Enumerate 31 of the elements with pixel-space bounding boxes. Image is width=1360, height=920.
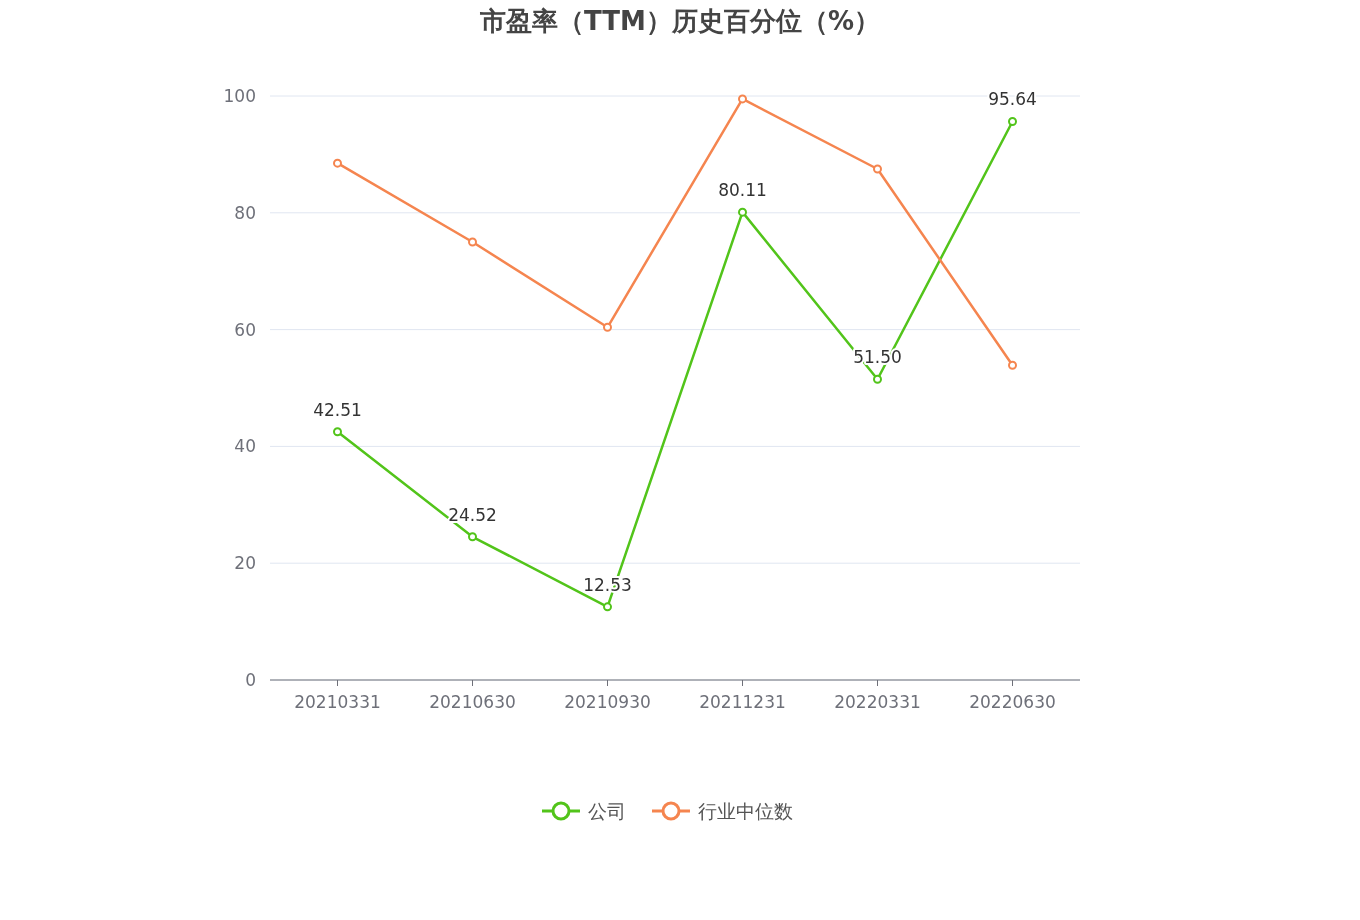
data-label: 95.64 xyxy=(988,89,1037,110)
point xyxy=(1008,116,1017,126)
point xyxy=(468,237,477,247)
legend-label: 行业中位数 xyxy=(698,800,793,822)
y-tick-label: 100 xyxy=(223,86,256,106)
point xyxy=(873,374,882,384)
point xyxy=(1008,360,1017,370)
y-tick-label: 60 xyxy=(234,319,256,340)
data-label: 42.51 xyxy=(313,399,362,420)
legend-label: 公司 xyxy=(588,800,626,822)
y-tick-label: 20 xyxy=(234,553,256,574)
point xyxy=(738,94,747,104)
x-tick-label: 20220331 xyxy=(834,692,921,712)
point xyxy=(333,158,342,168)
y-tick-label: 80 xyxy=(234,202,256,223)
x-tick-label: 20210630 xyxy=(429,692,516,712)
point xyxy=(603,602,612,612)
point xyxy=(603,322,612,332)
x-tick-label: 20210930 xyxy=(564,692,651,712)
x-tick-label: 20211231 xyxy=(699,692,786,712)
y-tick-label: 40 xyxy=(234,436,256,457)
point xyxy=(873,164,882,174)
point xyxy=(468,532,477,542)
x-tick-label: 20210331 xyxy=(294,692,381,712)
point xyxy=(333,427,342,437)
data-label: 24.52 xyxy=(448,504,497,525)
x-tick-label: 20220630 xyxy=(969,692,1056,712)
chart-title: 市盈率（TTM）历史百分位（%） xyxy=(479,6,880,36)
point xyxy=(738,207,747,217)
y-tick-label: 0 xyxy=(245,670,256,690)
data-label: 80.11 xyxy=(718,180,767,201)
